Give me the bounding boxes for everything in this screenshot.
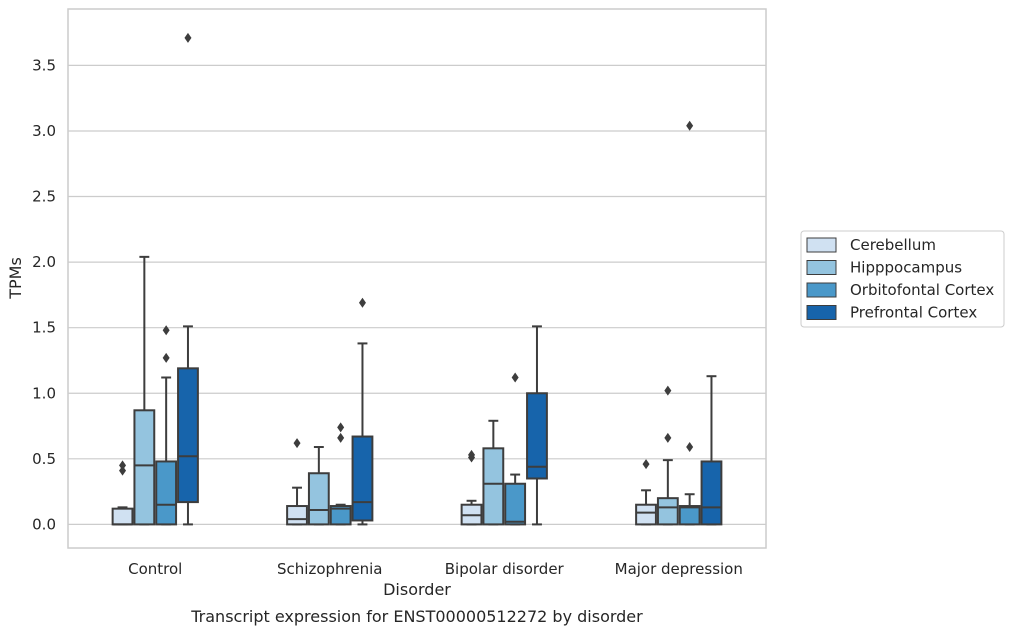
iqr-box <box>133 409 156 526</box>
y-tick-label: 2.0 <box>32 253 56 271</box>
box-hipppocampus <box>307 446 330 526</box>
outlier-marker <box>642 459 650 470</box>
x-tick-label: Schizophrenia <box>277 560 382 578</box>
iqr-box <box>286 505 308 526</box>
box-orbitofontal-cortex <box>678 120 701 526</box>
box-cerebellum <box>111 460 134 526</box>
outlier-marker <box>119 460 127 471</box>
x-axis-title: Disorder <box>383 580 451 599</box>
iqr-box <box>526 392 548 480</box>
legend-label: Prefrontal Cortex <box>850 304 977 322</box>
iqr-box <box>307 472 330 526</box>
outlier-marker <box>358 297 366 308</box>
y-tick-label: 1.5 <box>32 319 56 337</box>
box-cerebellum <box>286 438 308 526</box>
box-orbitofontal-cortex <box>504 372 527 526</box>
y-axis-title: TPMs <box>6 257 25 300</box>
x-tick-label: Bipolar disorder <box>445 560 565 578</box>
iqr-box <box>482 447 505 526</box>
iqr-box <box>656 497 679 526</box>
legend-swatch <box>806 282 837 298</box>
x-tick-label: Major depression <box>615 560 743 578</box>
outlier-marker <box>511 372 519 383</box>
y-tick-label: 0.5 <box>32 450 56 468</box>
outlier-marker <box>293 438 301 449</box>
iqr-box <box>155 460 178 526</box>
x-axis-ticks: Control Schizophrenia Bipolar disorder Majo… <box>128 560 743 578</box>
box-cerebellum <box>635 459 657 526</box>
legend-swatch <box>806 260 837 275</box>
y-tick-label: 0.0 <box>32 515 56 533</box>
legend-label: Orbitofontal Cortex <box>850 281 994 299</box>
x-tick-label: Control <box>128 560 182 578</box>
y-tick-label: 2.5 <box>32 188 56 206</box>
box-cerebellum <box>460 449 483 526</box>
outlier-marker <box>162 352 170 363</box>
legend: Cerebellum Hipppocampus Orbitofontal Corte… <box>800 230 1005 328</box>
outlier-marker <box>119 465 127 476</box>
box-prefrontal-cortex <box>526 325 548 526</box>
outlier-marker <box>664 385 672 396</box>
box-hipppocampus <box>482 419 505 526</box>
figure-caption: Transcript expression for ENST0000051227… <box>190 607 643 626</box>
iqr-box <box>678 505 701 526</box>
iqr-box <box>111 507 134 526</box>
y-tick-label: 3.5 <box>32 56 56 74</box>
outlier-marker <box>184 32 192 43</box>
iqr-box <box>351 435 374 522</box>
legend-swatch <box>806 305 837 320</box>
y-tick-label: 1.0 <box>32 384 56 402</box>
iqr-box <box>635 503 657 526</box>
box-orbitofontal-cortex <box>155 325 178 526</box>
y-tick-label: 3.0 <box>32 122 56 140</box>
y-axis-ticks: 0.0 0.5 1.0 1.5 2.0 2.5 3.0 3.5 <box>32 56 56 533</box>
iqr-box <box>329 505 352 526</box>
iqr-box <box>177 367 199 504</box>
outlier-marker <box>686 120 694 131</box>
legend-frame <box>800 230 1005 328</box>
plot-area-frame <box>67 8 767 549</box>
box-prefrontal-cortex <box>700 375 723 526</box>
outlier-marker <box>337 422 345 433</box>
legend-label: Cerebellum <box>850 236 936 254</box>
box-hipppocampus <box>133 255 156 526</box>
legend-label: Hipppocampus <box>850 259 962 277</box>
legend-swatch <box>806 237 837 253</box>
box-prefrontal-cortex <box>351 297 374 526</box>
outlier-marker <box>162 325 170 336</box>
outlier-marker <box>337 432 345 443</box>
gridlines <box>68 64 766 525</box>
outlier-marker <box>686 442 694 453</box>
box-hipppocampus <box>656 385 679 526</box>
box-orbitofontal-cortex <box>329 422 352 526</box>
outlier-marker <box>664 432 672 443</box>
boxes <box>111 32 723 526</box>
box-prefrontal-cortex <box>177 32 199 526</box>
iqr-box <box>504 482 527 526</box>
iqr-box <box>700 460 723 526</box>
outlier-marker <box>468 449 476 460</box>
